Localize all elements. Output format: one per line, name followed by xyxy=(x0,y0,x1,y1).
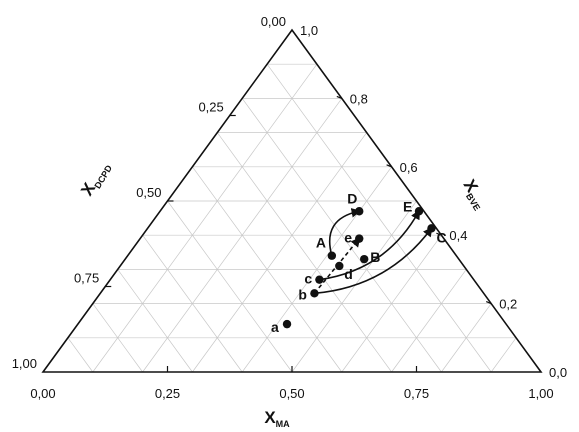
grid-lines xyxy=(67,63,517,373)
tick-label: 0,25 xyxy=(155,386,180,401)
grid-line xyxy=(266,63,492,373)
point-label-c: c xyxy=(304,271,312,287)
grid-line xyxy=(291,200,417,373)
point-label-A: A xyxy=(316,235,326,251)
grid-line xyxy=(67,337,94,373)
point-label-B: B xyxy=(370,249,380,265)
point-B xyxy=(360,254,369,264)
point-C xyxy=(427,224,436,233)
tick-label: 0,00 xyxy=(261,14,286,29)
tick-label: 0,2 xyxy=(499,297,517,312)
grid-line xyxy=(167,200,293,373)
point-label-D: D xyxy=(347,190,357,206)
point-d xyxy=(335,261,344,271)
data-points: a bc d e A B C D E xyxy=(271,190,447,335)
grid-line xyxy=(217,132,392,373)
point-a xyxy=(282,319,292,329)
right-axis-title: XBVE xyxy=(458,176,492,212)
left-axis-title: XDCPD xyxy=(77,157,114,200)
grid-line xyxy=(391,269,467,373)
tick-label: 0,75 xyxy=(74,271,99,286)
arrow xyxy=(319,209,420,281)
point-label-b: b xyxy=(298,286,307,302)
tick-label: 0,4 xyxy=(449,228,467,243)
point-label-d: d xyxy=(344,266,353,282)
grid-line xyxy=(142,234,243,373)
grid-line xyxy=(341,234,442,373)
point-label-C: C xyxy=(436,229,446,245)
grid-line xyxy=(92,63,318,373)
tick-label: 0,50 xyxy=(136,185,161,200)
tick-labels: 0,00 0,25 0,50 0,75 1,00 0,0 0,2 0,4 0,6 0,8 1,0 0,… xyxy=(12,14,567,401)
tick-label: 1,00 xyxy=(528,386,553,401)
bottom-axis-title: XMA xyxy=(264,408,290,429)
tick-label: 0,0 xyxy=(549,365,567,380)
tick-label: 1,0 xyxy=(300,23,318,38)
tick-label: 0,50 xyxy=(279,386,304,401)
tick-mark xyxy=(386,164,392,168)
point-e xyxy=(355,234,364,243)
arrow xyxy=(328,208,362,256)
point-b xyxy=(310,289,319,298)
point-label-E: E xyxy=(403,198,412,214)
tick-label: 0,8 xyxy=(350,91,368,106)
point-c xyxy=(315,275,324,284)
point-D xyxy=(355,207,364,216)
point-label-a: a xyxy=(271,319,279,335)
tick-label: 1,00 xyxy=(12,356,37,371)
tick-mark xyxy=(485,301,492,305)
grid-line xyxy=(490,337,517,373)
grid-line xyxy=(192,132,367,373)
tick-mark xyxy=(436,232,442,236)
point-A xyxy=(327,251,337,260)
arrow xyxy=(314,226,433,295)
point-E xyxy=(414,207,424,216)
tick-label: 0,25 xyxy=(198,100,223,115)
tick-label: 0,6 xyxy=(400,160,418,175)
tick-label: 0,75 xyxy=(404,386,429,401)
grid-line xyxy=(117,269,193,373)
grid-line xyxy=(92,303,143,373)
tick-marks xyxy=(105,95,492,372)
tick-mark xyxy=(336,95,343,99)
point-label-e: e xyxy=(344,230,352,246)
grid-line xyxy=(441,303,492,373)
tick-label: 0,00 xyxy=(30,386,55,401)
